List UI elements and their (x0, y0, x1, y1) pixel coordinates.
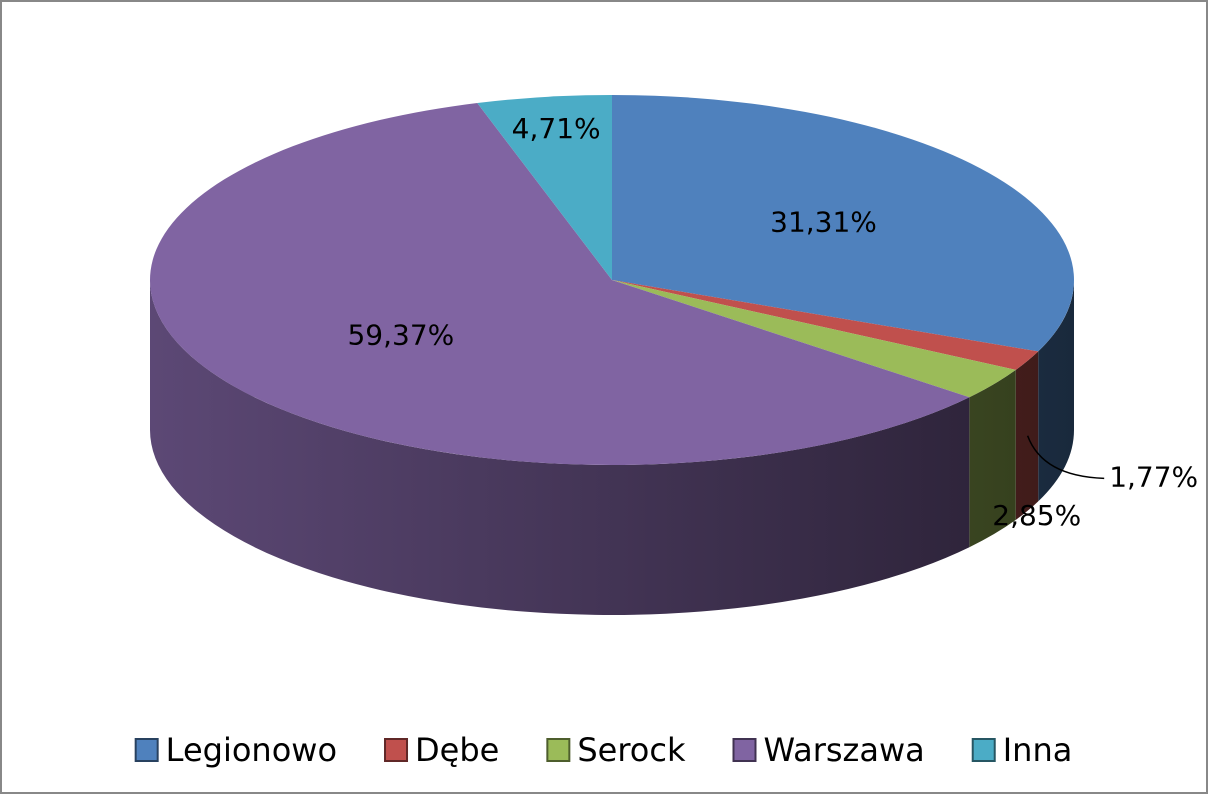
legend-label: Warszawa (764, 731, 925, 769)
leader-line (1026, 435, 1105, 480)
data-label: 4,71% (512, 112, 601, 145)
legend-label: Dębe (415, 731, 499, 769)
legend-marker (134, 738, 159, 762)
legend-label: Serock (577, 731, 686, 769)
slice-side (150, 280, 970, 615)
legend-marker (971, 738, 996, 762)
slice (612, 280, 1016, 398)
slice (150, 103, 970, 465)
slice (612, 280, 1039, 370)
slice (477, 95, 612, 280)
legend-marker (384, 738, 409, 762)
slice-side (1038, 280, 1074, 502)
legend-item: Inna (971, 731, 1073, 769)
legend-label: Inna (1003, 731, 1073, 769)
legend-marker (732, 738, 757, 762)
slice-side (969, 369, 1016, 548)
legend-item: Dębe (384, 731, 499, 769)
legend-item: Warszawa (732, 731, 925, 769)
legend-item: Serock (546, 731, 686, 769)
data-label: 1,77% (1109, 460, 1198, 493)
data-label: 2,85% (992, 499, 1081, 532)
data-label: 31,31% (770, 206, 877, 239)
slice-side (1015, 351, 1039, 520)
slice (612, 95, 1074, 352)
legend-label: Legionowo (166, 731, 337, 769)
legend-marker (546, 738, 571, 762)
data-label: 59,37% (347, 319, 454, 352)
legend-item: Legionowo (134, 731, 337, 769)
